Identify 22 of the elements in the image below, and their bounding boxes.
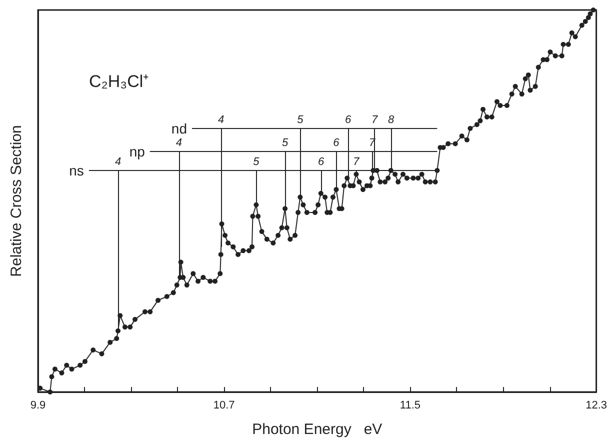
y-axis-title: Relative Cross Section: [8, 125, 25, 277]
annotation: 6: [333, 136, 340, 149]
annotation: 6: [345, 114, 352, 126]
ref-line-label: ns: [69, 162, 84, 178]
annotation: 4: [176, 136, 182, 149]
annotation: 7: [353, 156, 360, 168]
annotation: 6: [318, 156, 326, 168]
x-tick-label: 11.5: [400, 400, 420, 412]
annotation: 7: [372, 114, 379, 126]
ref-line-label: nd: [171, 120, 187, 136]
ref-line-label: np: [129, 143, 146, 160]
annotation: 5: [253, 156, 260, 168]
text: C₂H₃Cl⁺: [89, 72, 150, 91]
annotation: 5: [297, 114, 304, 126]
annotation: 4: [218, 114, 224, 126]
x-tick-label: 12.3: [586, 400, 608, 412]
x-tick-label: 9.9: [30, 400, 46, 412]
annotation: 8: [388, 114, 396, 126]
x-axis-title: Photon Energy eV: [252, 421, 382, 438]
x-tick-label: 10.7: [213, 400, 235, 412]
annotation: 5: [282, 136, 289, 149]
annotation: 4: [114, 156, 122, 168]
